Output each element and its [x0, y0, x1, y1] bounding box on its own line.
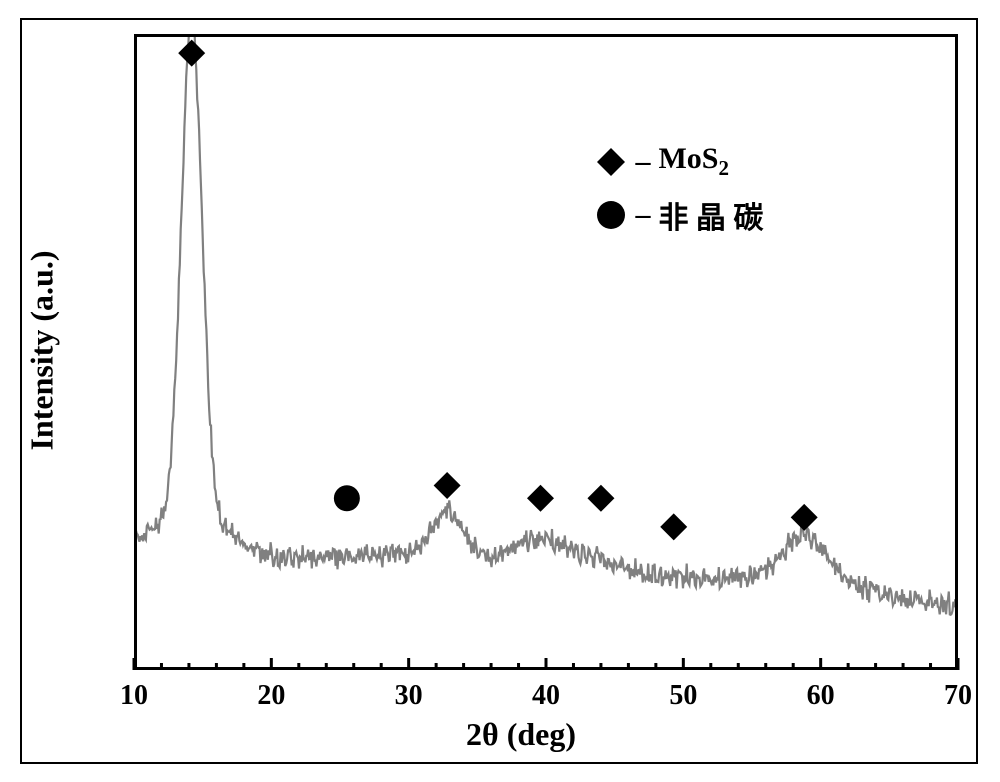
x-tick-label: 30: [395, 680, 423, 712]
legend-row-amorphous-carbon: – 非 晶 碳: [595, 193, 763, 237]
y-axis-label: Intensity (a.u.): [24, 221, 61, 481]
diamond-icon: [595, 146, 627, 178]
x-tick-label: 50: [669, 680, 697, 712]
x-tick-label: 60: [807, 680, 835, 712]
plot-area: [134, 34, 958, 670]
circle-icon: [595, 199, 627, 231]
x-axis-label: 2θ (deg): [466, 716, 576, 753]
outer-frame: Intensity (a.u.) 2θ (deg) 10 20 30 40 50 60 70…: [20, 18, 978, 764]
legend-dash: –: [635, 145, 650, 179]
legend-label-amorphous-carbon: 非 晶 碳: [658, 193, 763, 237]
x-tick-label: 10: [120, 680, 148, 712]
legend-row-mos2: – MoS2: [595, 142, 763, 181]
legend: – MoS2 – 非 晶 碳: [595, 142, 763, 237]
x-tick-label: 40: [532, 680, 560, 712]
x-tick-label: 20: [257, 680, 285, 712]
legend-dash: –: [635, 198, 650, 232]
x-tick-label: 70: [944, 680, 972, 712]
legend-label-mos2: MoS2: [658, 142, 729, 181]
